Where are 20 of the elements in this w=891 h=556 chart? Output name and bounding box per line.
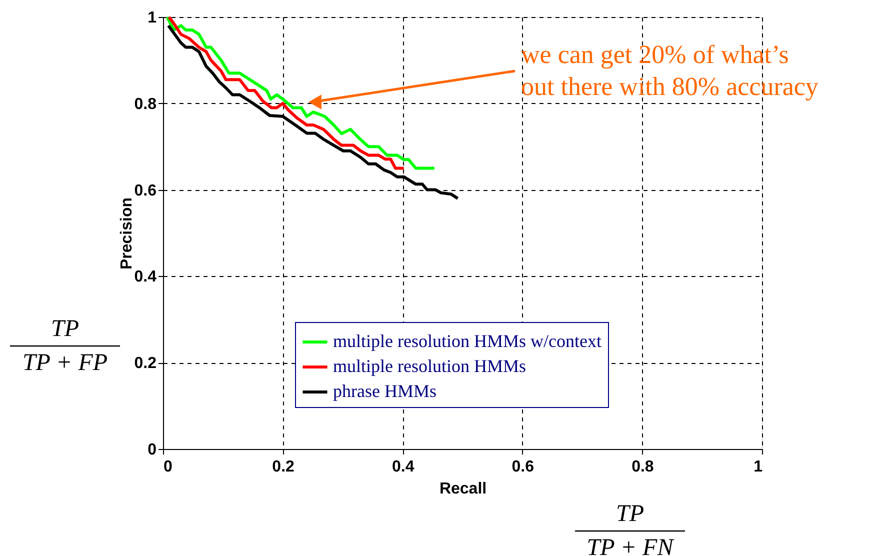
y-tick-label: 0.8	[134, 96, 157, 113]
text: TP TP + FP	[22, 316, 108, 376]
legend-label: multiple resolution HMMs	[333, 356, 526, 376]
annotation: we can get 20% of what’s out there with 80% accuracy	[521, 40, 818, 101]
y-tick-label: 0	[148, 442, 157, 458]
x-tick-label: 0.4	[392, 458, 414, 476]
y-tick-label: 0.2	[134, 355, 157, 372]
legend-label: phrase HMMs	[333, 381, 436, 401]
y-tick-label: 0.6	[134, 182, 157, 200]
text: TP TP + FN	[586, 501, 676, 556]
x-tick-label: 0	[164, 458, 172, 476]
legend-label: multiple resolution HMMs w/context	[333, 331, 602, 351]
x-tick-label: 0.8	[632, 458, 654, 476]
y-tick-label: 0.4	[134, 268, 157, 286]
y-axis-title: Precision	[118, 197, 136, 270]
y-tick-label: 1	[148, 10, 157, 26]
x-tick-label: 0.2	[272, 458, 295, 476]
x-tick-label: 1	[754, 458, 763, 476]
x-axis-title: Recall	[439, 480, 487, 498]
x-tick-label: 0.6	[512, 458, 534, 476]
